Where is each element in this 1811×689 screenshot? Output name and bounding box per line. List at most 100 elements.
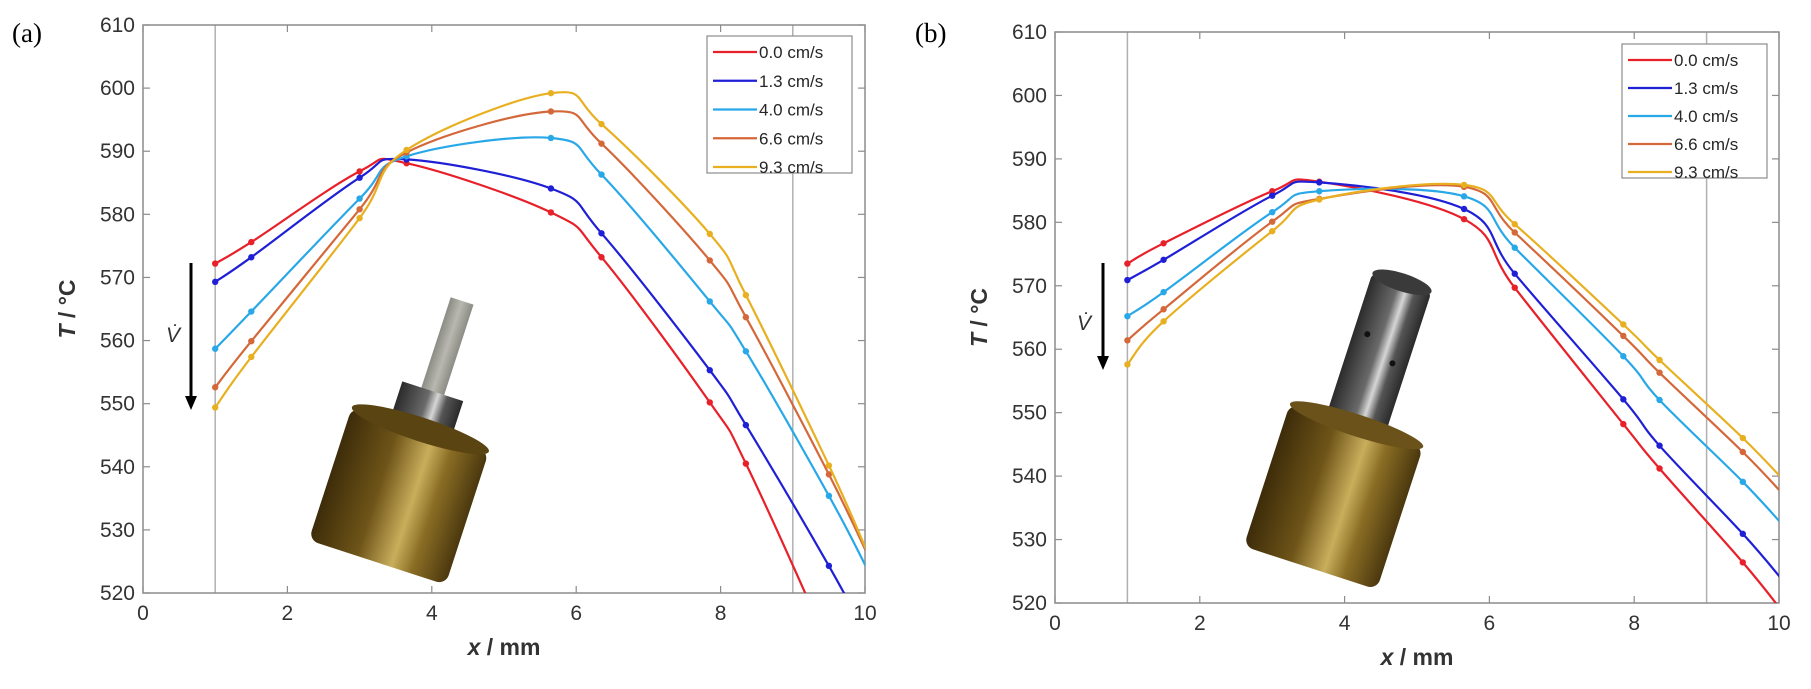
data-point	[598, 171, 605, 178]
data-point	[825, 462, 833, 469]
legend-label: 6.6 cm/s	[759, 129, 823, 148]
y-tick-label: 560	[1012, 338, 1047, 361]
series-line-1-3-cm-s	[1126, 180, 1779, 578]
steel-shaft	[1324, 274, 1430, 443]
plot-area-a: 0 2 4 6 8 10 520 530 540 550 560 570 580 590 600 610 x /…	[54, 14, 877, 660]
data-point	[1620, 420, 1627, 428]
x-axis-unit: / mm	[1393, 644, 1453, 670]
data-point	[1160, 306, 1167, 313]
data-point	[356, 168, 363, 175]
x-axis-label: x / mm	[466, 634, 541, 660]
data-point	[1460, 215, 1468, 223]
shaft-hole	[1389, 360, 1396, 367]
series-line-0-0-cm-s	[1126, 178, 1778, 603]
data-point	[1511, 270, 1518, 277]
data-point	[212, 260, 219, 267]
series-line-4-0-cm-s	[1126, 187, 1779, 523]
shaft-end	[1372, 269, 1432, 296]
data-point	[248, 353, 255, 361]
y-axis-unit: / °C	[966, 288, 992, 333]
data-point	[1316, 196, 1323, 203]
x-tick-label: 10	[853, 602, 876, 625]
data-point	[1160, 318, 1167, 325]
y-tick-label: 570	[100, 266, 135, 289]
y-tick-label: 590	[1012, 148, 1047, 171]
y-tick-label: 590	[100, 140, 135, 163]
brass-body	[311, 409, 487, 583]
legend-label: 6.6 cm/s	[1674, 135, 1738, 154]
series-line-6-6-cm-s	[1126, 184, 1779, 492]
data-point	[356, 206, 363, 213]
data-point	[1160, 240, 1167, 247]
data-point	[212, 404, 219, 411]
data-point	[825, 562, 833, 570]
data-point	[1269, 208, 1276, 216]
x-axis-unit: / mm	[480, 634, 540, 660]
y-tick-label: 560	[100, 330, 135, 353]
y-axis-variable: T	[966, 331, 992, 347]
panel-b: (b) 0 2 4 6 8 10 520 530 540 550 560 570 580 590 600 61…	[915, 18, 1791, 670]
y-tick-label: 580	[100, 203, 135, 226]
x-tick-label: 0	[1049, 612, 1061, 635]
data-point	[1656, 369, 1663, 376]
data-point	[598, 120, 605, 128]
panel-label-a: (a)	[12, 18, 42, 48]
y-tick-label: 520	[100, 582, 135, 605]
data-point	[1269, 188, 1276, 195]
x-tick-label: 2	[1194, 612, 1206, 635]
data-point	[547, 185, 555, 192]
data-point	[1511, 244, 1518, 251]
data-point	[356, 195, 363, 202]
data-point	[1620, 332, 1627, 340]
data-point	[706, 399, 713, 406]
flow-rate-symbol-a: V̇	[166, 324, 182, 347]
flow-rate-symbol-b: V̇	[1077, 312, 1093, 335]
data-point	[706, 298, 713, 305]
data-point	[1160, 288, 1167, 296]
y-tick-label: 530	[100, 519, 135, 542]
data-point	[1316, 179, 1323, 186]
y-tick-label: 600	[100, 77, 135, 100]
data-point	[547, 209, 555, 216]
data-point	[1620, 396, 1627, 403]
x-axis-label: x / mm	[1379, 644, 1454, 670]
data-point	[248, 308, 255, 315]
y-tick-label: 550	[100, 393, 135, 416]
x-tick-label: 6	[1484, 612, 1496, 635]
data-point	[212, 384, 219, 391]
data-point	[742, 460, 750, 467]
data-point	[1739, 434, 1747, 442]
data-point	[1656, 356, 1663, 364]
data-point	[742, 291, 750, 299]
legend-label: 9.3 cm/s	[759, 158, 823, 177]
data-point	[1656, 396, 1663, 404]
y-tick-label: 520	[1012, 592, 1047, 615]
y-axis-label: T / °C	[966, 288, 992, 347]
data-point	[825, 471, 833, 478]
data-point	[212, 345, 219, 352]
shaft-hole	[1364, 331, 1371, 338]
legend-box	[1621, 43, 1768, 179]
panel-label-b: (b)	[915, 18, 946, 48]
data-point	[1160, 256, 1167, 263]
data-point	[1124, 337, 1131, 344]
axes-frame	[142, 24, 866, 594]
data-point	[1620, 321, 1627, 328]
axes-frame	[1054, 31, 1780, 604]
legend-label: 4.0 cm/s	[759, 101, 823, 120]
series-group	[212, 89, 865, 593]
series-line-9-3-cm-s	[214, 91, 865, 550]
x-tick-label: 2	[282, 602, 294, 625]
data-point	[403, 146, 410, 154]
data-point	[248, 238, 255, 246]
series-line-1-3-cm-s	[214, 157, 846, 593]
panel-a: (a) 0 2 4 6 8 10 520 530 540 550 560 570 580 590 600 61…	[12, 14, 877, 660]
x-tick-label: 4	[1339, 612, 1351, 635]
legend-label: 1.3 cm/s	[1674, 79, 1738, 98]
plot-area-b: 0 2 4 6 8 10 520 530 540 550 560 570 580 590 600 610 x /…	[966, 21, 1791, 670]
data-point	[1124, 276, 1131, 284]
data-point	[1620, 353, 1627, 360]
series-line-4-0-cm-s	[214, 136, 865, 568]
data-point	[1511, 284, 1518, 291]
data-point	[1511, 221, 1518, 228]
